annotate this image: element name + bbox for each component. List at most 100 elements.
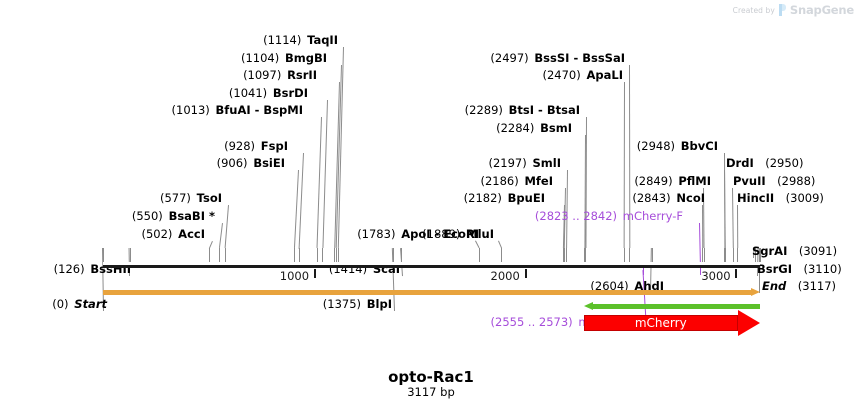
ruler-tick (524, 269, 527, 278)
restriction-site-tick (629, 248, 631, 262)
ruler-tick-label: 2000 (490, 269, 520, 283)
enzyme-name: BsiEI (253, 156, 285, 171)
restriction-site-tick (754, 248, 756, 262)
enzyme-label-acci[interactable]: (502) AccI (141, 227, 205, 241)
enzyme-label-bsmi[interactable]: (2284) BsmI (496, 122, 572, 135)
enzyme-name: RsrII (287, 68, 317, 83)
restriction-site-tick (298, 248, 300, 262)
site-position: (0) (52, 297, 69, 311)
site-position: (1013) (171, 103, 210, 118)
site-position: (1097) (243, 68, 282, 83)
enzyme-label-end[interactable]: End (3117) (762, 280, 836, 293)
enzyme-label-bmgbi[interactable]: (1104) BmgBI (241, 51, 327, 65)
enzyme-label-blpi[interactable]: (1375) BlpI (323, 298, 392, 311)
restriction-site-tick (584, 248, 586, 262)
enzyme-label-taqii[interactable]: (1114) TaqII (263, 34, 338, 47)
ruler-tick-label: 1000 (279, 269, 310, 283)
restriction-site-tick (758, 248, 760, 262)
enzyme-label-bsrgi[interactable]: BsrGI (3110) (757, 262, 842, 276)
enzyme-label-bbvci[interactable]: (2948) BbvCI (636, 138, 718, 153)
enzyme-name: TsoI (196, 191, 222, 206)
enzyme-label-pflmi[interactable]: (2849) PflMI (634, 173, 711, 188)
restriction-site-tick (316, 248, 318, 262)
enzyme-name: TaqII (307, 33, 338, 47)
enzyme-name: DrdI (726, 156, 754, 171)
site-position: (1889) (422, 226, 461, 241)
enzyme-label-start[interactable]: (0) Start (52, 298, 107, 311)
enzyme-label-btsi[interactable]: (2289) BtsI - BtsaI (465, 104, 580, 117)
enzyme-label-bsabi[interactable]: (550) BsaBI * (132, 210, 215, 223)
restriction-site-tick (337, 248, 339, 262)
restriction-site-tick (501, 248, 503, 262)
enzyme-label-bsiei[interactable]: (906) BsiEI (217, 157, 285, 170)
site-position: (906) (216, 156, 248, 171)
enzyme-label-bpuei[interactable]: (2182) BpuEI (464, 192, 545, 205)
primer-range: (2823 .. 2842) (534, 209, 618, 223)
restriction-site-tick (732, 248, 734, 262)
leader-line (724, 170, 726, 248)
ruler-tick (313, 269, 316, 278)
enzyme-label-drdi[interactable]: DrdI (2950) (726, 157, 803, 170)
site-position: (2948) (636, 138, 676, 153)
enzyme-label-smli[interactable]: (2197) SmlI (489, 157, 562, 170)
site-position: (1783) (357, 226, 396, 241)
primer-label-mcherry-f[interactable]: (2823 .. 2842) mCherry-F (535, 210, 683, 223)
site-position: (2849) (634, 173, 673, 188)
gene-arrow-mcherry[interactable]: mCherry (583, 310, 760, 336)
primer-tick (643, 268, 645, 275)
site-position: (2186) (480, 173, 519, 188)
enzyme-name: NcoI (676, 191, 705, 206)
snapgene-brand-label: SnapGene (789, 3, 854, 17)
enzyme-label-mlui[interactable]: (1889) MluI (422, 226, 494, 241)
site-position: (577) (159, 191, 191, 206)
enzyme-label-ncoi[interactable]: (2843) NcoI (632, 192, 705, 205)
enzyme-label-apoi[interactable]: (1783) ApoI - EcoRI (357, 226, 479, 241)
restriction-site-tick (208, 248, 210, 262)
enzyme-label-pvuii[interactable]: PvuII (2988) (733, 174, 815, 188)
enzyme-label-bsssi[interactable]: (2497) BssSI - BssSaI (490, 51, 625, 65)
enzyme-name: BsaBI * (168, 209, 215, 223)
enzyme-label-sgrai[interactable]: SgrAI (3091) (752, 245, 837, 258)
site-position: (2182) (463, 191, 502, 206)
restriction-site-tick (401, 248, 403, 262)
enzyme-label-tsoi[interactable]: (577) TsoI (160, 192, 222, 205)
site-position: (1041) (228, 85, 268, 100)
enzyme-label-rsrii[interactable]: (1097) RsrII (243, 69, 317, 82)
leader-line (298, 152, 304, 249)
site-position: (2197) (488, 156, 527, 171)
restriction-site-tick (562, 248, 564, 262)
enzyme-name: ApoI - EcoRI (401, 226, 479, 241)
restriction-site-tick (737, 248, 739, 262)
gene-arrow-label: mCherry (634, 316, 687, 330)
primer-range: (2555 .. 2573) (490, 314, 573, 329)
enzyme-label-fspi[interactable]: (928) FspI (224, 139, 288, 153)
leader-line (732, 187, 734, 248)
feature-arrow-backbone[interactable] (103, 288, 760, 297)
enzyme-name: MfeI (524, 173, 553, 188)
enzyme-label-bsrdi[interactable]: (1041) BsrDI (228, 85, 308, 100)
enzyme-name: Start (74, 297, 107, 311)
ruler-bar (103, 262, 760, 268)
feature-arrow-cds-rev[interactable] (583, 302, 760, 311)
site-position: (2950) (765, 156, 804, 171)
enzyme-name: HincII (737, 191, 775, 206)
enzyme-label-bfuai[interactable]: (1013) BfuAI - BspMI (172, 104, 303, 117)
restriction-site-tick (702, 248, 704, 262)
enzyme-label-apali[interactable]: (2470) ApaLI (543, 69, 624, 82)
enzyme-name: BpuEI (507, 191, 545, 206)
enzyme-name: BsmI (540, 121, 572, 135)
enzyme-name: BtsI - BtsaI (508, 103, 580, 118)
primer-tick (700, 268, 702, 275)
site-position: (3009) (785, 191, 824, 206)
restriction-site-tick (335, 248, 337, 262)
restriction-site-tick (478, 248, 480, 262)
enzyme-label-ahdi[interactable]: (2604) AhdI (590, 280, 664, 293)
enzyme-label-hincii[interactable]: HincII (3009) (737, 192, 824, 205)
enzyme-name: AhdI (634, 279, 664, 294)
enzyme-name: SmlI (532, 156, 562, 171)
plasmid-name: opto-Rac1 (388, 368, 474, 386)
site-position: (2843) (632, 191, 671, 206)
enzyme-name: End (762, 279, 787, 294)
enzyme-label-mfei[interactable]: (2186) MfeI (480, 173, 553, 188)
enzyme-name: PflMI (678, 173, 711, 188)
